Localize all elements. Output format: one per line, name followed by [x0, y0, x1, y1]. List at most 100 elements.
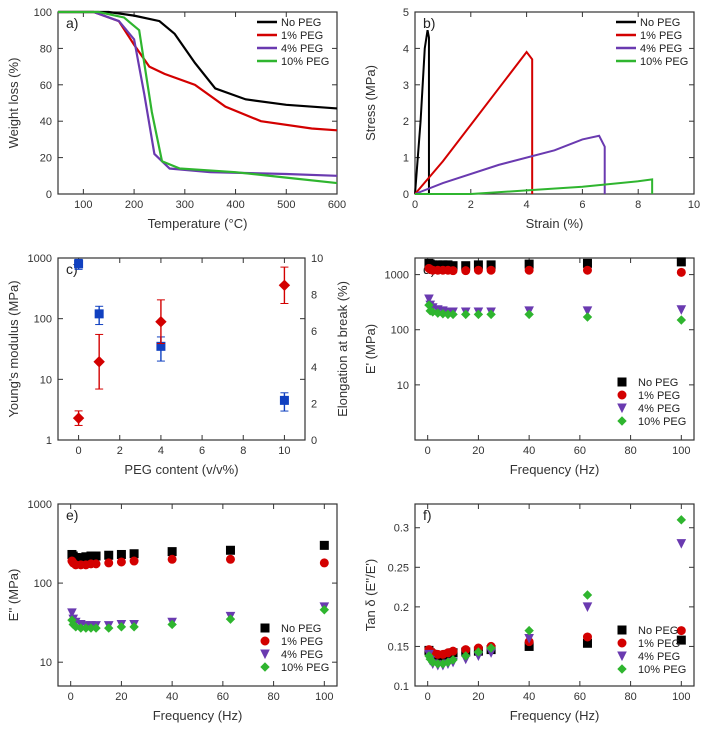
- svg-text:Tan δ (E''/E'): Tan δ (E''/E'): [363, 559, 378, 631]
- svg-text:10: 10: [397, 380, 409, 392]
- svg-text:10% PEG: 10% PEG: [281, 56, 329, 68]
- svg-text:500: 500: [277, 199, 295, 211]
- svg-text:0.1: 0.1: [394, 681, 409, 693]
- svg-text:E' (MPa): E' (MPa): [363, 324, 378, 374]
- svg-text:No PEG: No PEG: [281, 623, 321, 635]
- svg-text:10% PEG: 10% PEG: [281, 662, 329, 674]
- svg-text:Elongation at break (%): Elongation at break (%): [335, 281, 350, 417]
- svg-text:4% PEG: 4% PEG: [640, 43, 682, 55]
- svg-text:2: 2: [403, 116, 409, 128]
- svg-text:No PEG: No PEG: [638, 377, 678, 389]
- panel-d: 020406080100101001000Frequency (Hz)E' (M…: [363, 258, 694, 477]
- svg-text:1% PEG: 1% PEG: [281, 636, 323, 648]
- svg-text:1000: 1000: [385, 270, 409, 282]
- svg-text:0: 0: [46, 189, 52, 201]
- svg-text:0: 0: [76, 445, 82, 457]
- svg-text:0.15: 0.15: [388, 641, 409, 653]
- svg-text:10: 10: [278, 445, 290, 457]
- svg-text:4% PEG: 4% PEG: [638, 403, 680, 415]
- svg-text:80: 80: [624, 691, 636, 703]
- svg-text:a): a): [66, 15, 78, 31]
- svg-text:20: 20: [40, 153, 52, 165]
- svg-text:Temperature (°C): Temperature (°C): [148, 216, 248, 231]
- svg-text:b): b): [423, 15, 435, 31]
- svg-text:6: 6: [311, 326, 317, 338]
- svg-text:0: 0: [412, 199, 418, 211]
- svg-text:4: 4: [311, 362, 317, 374]
- svg-text:PEG content (v/v%): PEG content (v/v%): [124, 462, 238, 477]
- svg-text:0: 0: [403, 189, 409, 201]
- svg-text:10: 10: [311, 253, 323, 265]
- svg-text:100: 100: [74, 199, 92, 211]
- svg-text:Frequency (Hz): Frequency (Hz): [153, 708, 243, 723]
- svg-text:1: 1: [46, 435, 52, 447]
- panel-c: 02468101101001000PEG content (v/v%)Young…: [6, 253, 350, 477]
- svg-text:2: 2: [468, 199, 474, 211]
- svg-text:E'' (MPa): E'' (MPa): [6, 569, 21, 622]
- svg-text:No PEG: No PEG: [640, 17, 680, 29]
- svg-text:0: 0: [425, 691, 431, 703]
- svg-text:10: 10: [688, 199, 700, 211]
- svg-text:6: 6: [579, 199, 585, 211]
- svg-text:5: 5: [403, 7, 409, 19]
- svg-text:4: 4: [524, 199, 530, 211]
- svg-text:40: 40: [523, 445, 535, 457]
- svg-text:Stress (MPa): Stress (MPa): [363, 65, 378, 141]
- svg-text:200: 200: [125, 199, 143, 211]
- svg-text:8: 8: [311, 289, 317, 301]
- svg-text:100: 100: [672, 445, 690, 457]
- svg-text:600: 600: [328, 199, 346, 211]
- svg-text:60: 60: [40, 80, 52, 92]
- svg-text:100: 100: [34, 578, 52, 590]
- panel-a: 100 200 300 400 500 600 0 20 40 60 80 100 Temperatur…: [6, 7, 346, 231]
- svg-text:10: 10: [40, 374, 52, 386]
- svg-text:4% PEG: 4% PEG: [281, 43, 323, 55]
- svg-text:40: 40: [40, 116, 52, 128]
- svg-text:1000: 1000: [28, 499, 52, 511]
- svg-text:4: 4: [158, 445, 164, 457]
- svg-text:4% PEG: 4% PEG: [281, 649, 323, 661]
- svg-text:No PEG: No PEG: [281, 17, 321, 29]
- svg-text:4: 4: [403, 43, 409, 55]
- panel-b: 0246810012345Strain (%)Stress (MPa)b)No …: [363, 7, 700, 231]
- svg-text:1: 1: [403, 153, 409, 165]
- svg-text:300: 300: [176, 199, 194, 211]
- svg-text:20: 20: [115, 691, 127, 703]
- svg-text:0.3: 0.3: [394, 523, 409, 535]
- svg-text:60: 60: [574, 445, 586, 457]
- svg-text:2: 2: [117, 445, 123, 457]
- svg-text:1% PEG: 1% PEG: [281, 30, 323, 42]
- svg-text:100: 100: [315, 691, 333, 703]
- svg-text:20: 20: [472, 691, 484, 703]
- svg-text:10% PEG: 10% PEG: [638, 664, 686, 676]
- svg-text:400: 400: [226, 199, 244, 211]
- svg-text:8: 8: [635, 199, 641, 211]
- svg-text:20: 20: [472, 445, 484, 457]
- svg-text:0.25: 0.25: [388, 562, 409, 574]
- svg-text:10% PEG: 10% PEG: [638, 416, 686, 428]
- svg-text:No PEG: No PEG: [638, 625, 678, 637]
- svg-text:1% PEG: 1% PEG: [640, 30, 682, 42]
- svg-text:80: 80: [624, 445, 636, 457]
- svg-text:10: 10: [40, 657, 52, 669]
- svg-text:0.2: 0.2: [394, 602, 409, 614]
- svg-text:Frequency (Hz): Frequency (Hz): [510, 708, 600, 723]
- svg-text:0: 0: [425, 445, 431, 457]
- svg-text:6: 6: [199, 445, 205, 457]
- svg-text:80: 80: [40, 43, 52, 55]
- svg-text:0: 0: [311, 435, 317, 447]
- svg-text:1000: 1000: [28, 253, 52, 265]
- svg-text:4% PEG: 4% PEG: [638, 651, 680, 663]
- multipanel-figure: 100200300400500600020406080100Temperatur…: [0, 0, 714, 746]
- svg-text:60: 60: [217, 691, 229, 703]
- svg-text:100: 100: [672, 691, 690, 703]
- svg-text:100: 100: [34, 7, 52, 19]
- svg-text:0: 0: [68, 691, 74, 703]
- svg-text:e): e): [66, 507, 78, 523]
- figure-svg: 100200300400500600020406080100Temperatur…: [0, 0, 714, 746]
- svg-text:40: 40: [523, 691, 535, 703]
- svg-text:40: 40: [166, 691, 178, 703]
- svg-text:60: 60: [574, 691, 586, 703]
- svg-text:Frequency (Hz): Frequency (Hz): [510, 462, 600, 477]
- svg-text:Weight loss (%): Weight loss (%): [6, 58, 21, 149]
